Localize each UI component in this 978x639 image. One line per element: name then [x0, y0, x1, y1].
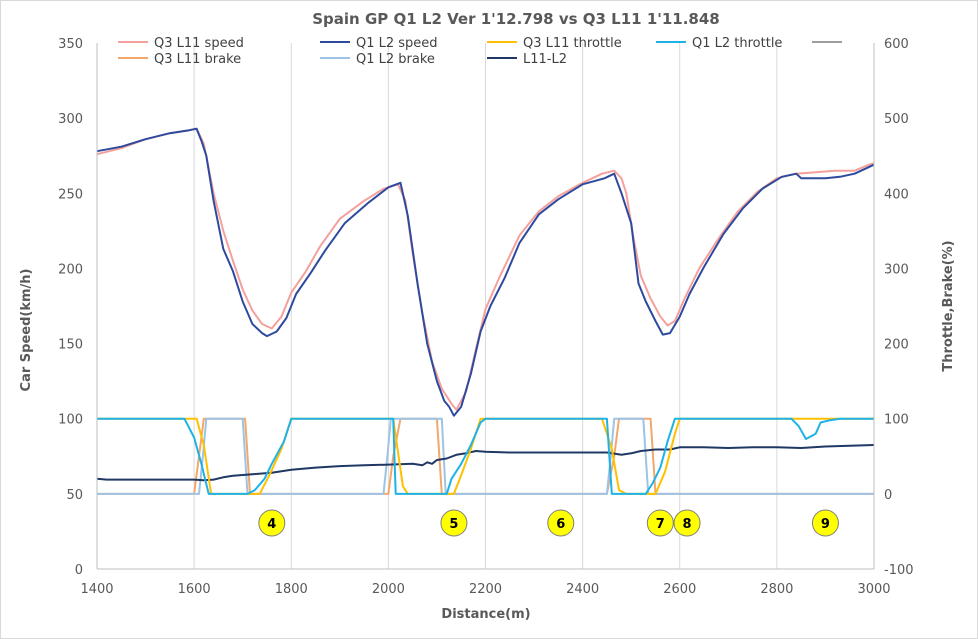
- y2-tick-label: 600: [884, 37, 909, 52]
- y-tick-label: 200: [58, 262, 83, 277]
- y-tick-label: 50: [66, 488, 83, 503]
- legend-label-q1-l2-speed: Q1 L2 speed: [356, 36, 438, 51]
- legend-label-q3-l11-throttle: Q3 L11 throttle: [523, 36, 622, 51]
- y-tick-label: 350: [58, 37, 83, 52]
- y2-tick-label: 200: [884, 338, 909, 353]
- x-tick-label: 1600: [178, 582, 211, 597]
- y-axis-title: Car Speed(km/h): [19, 269, 34, 392]
- y2-tick-label: 400: [884, 187, 909, 202]
- corner-marker: [811, 509, 839, 537]
- legend-label-q3-l11-speed: Q3 L11 speed: [154, 36, 244, 51]
- corner-marker: [547, 509, 575, 537]
- x-tick-label: 1400: [80, 582, 113, 597]
- x-tick-label: 2600: [663, 582, 696, 597]
- y2-axis-title: Throttle,Brake(%): [941, 240, 956, 371]
- corner-label: 8: [683, 517, 692, 532]
- legend-label-q1-l2-throttle: Q1 L2 throttle: [692, 36, 782, 51]
- x-tick-label: 2200: [469, 582, 502, 597]
- legend-label-l11-l2: L11-L2: [523, 52, 567, 67]
- tick-labels: 1400 1600 1800 2000 2200 2400 2600 2800 30000501…: [58, 37, 913, 597]
- y2-tick-label: 500: [884, 112, 909, 127]
- series-line-q1-l2-throttle: [97, 417, 874, 495]
- x-tick-label: 2400: [566, 582, 599, 597]
- chart-title: Spain GP Q1 L2 Ver 1'12.798 vs Q3 L11 1'…: [312, 10, 719, 28]
- corner-marker: [673, 509, 701, 537]
- x-tick-label: 2800: [760, 582, 793, 597]
- y-tick-label: 0: [75, 563, 83, 578]
- series-layer: [96, 127, 875, 495]
- y2-tick-label: 100: [884, 413, 909, 428]
- x-tick-label: 3000: [857, 582, 890, 597]
- y2-tick-label: 0: [884, 488, 892, 503]
- x-tick-label: 1800: [275, 582, 308, 597]
- y2-tick-label: 300: [884, 262, 909, 277]
- axes: [96, 43, 875, 570]
- legend-label-q3-l11-brake: Q3 L11 brake: [154, 52, 241, 67]
- corner-label: 9: [821, 517, 830, 532]
- y-tick-label: 150: [58, 338, 83, 353]
- corner-label: 4: [267, 517, 276, 532]
- series-line-q1-l2-speed: [96, 127, 875, 417]
- corner-label: 5: [449, 517, 458, 532]
- x-tick-label: 2000: [372, 582, 405, 597]
- corner-label: 7: [656, 517, 665, 532]
- y-tick-label: 300: [58, 112, 83, 127]
- y2-tick-label: -100: [884, 563, 914, 578]
- grid-lines: [96, 43, 875, 569]
- legend: Q3 L11 speed Q1 L2 speed Q3 L11 throttle Q1…: [118, 36, 842, 67]
- y-tick-label: 100: [58, 413, 83, 428]
- corner-marker: [258, 509, 286, 537]
- y-tick-label: 250: [58, 187, 83, 202]
- corner-label: 6: [556, 517, 565, 532]
- legend-label-q1-l2-brake: Q1 L2 brake: [356, 52, 435, 67]
- corner-marker: [646, 509, 674, 537]
- corner-annotations: 4 5 6 7 8 9: [258, 509, 839, 537]
- corner-marker: [440, 509, 468, 537]
- x-axis-title: Distance(m): [441, 607, 530, 622]
